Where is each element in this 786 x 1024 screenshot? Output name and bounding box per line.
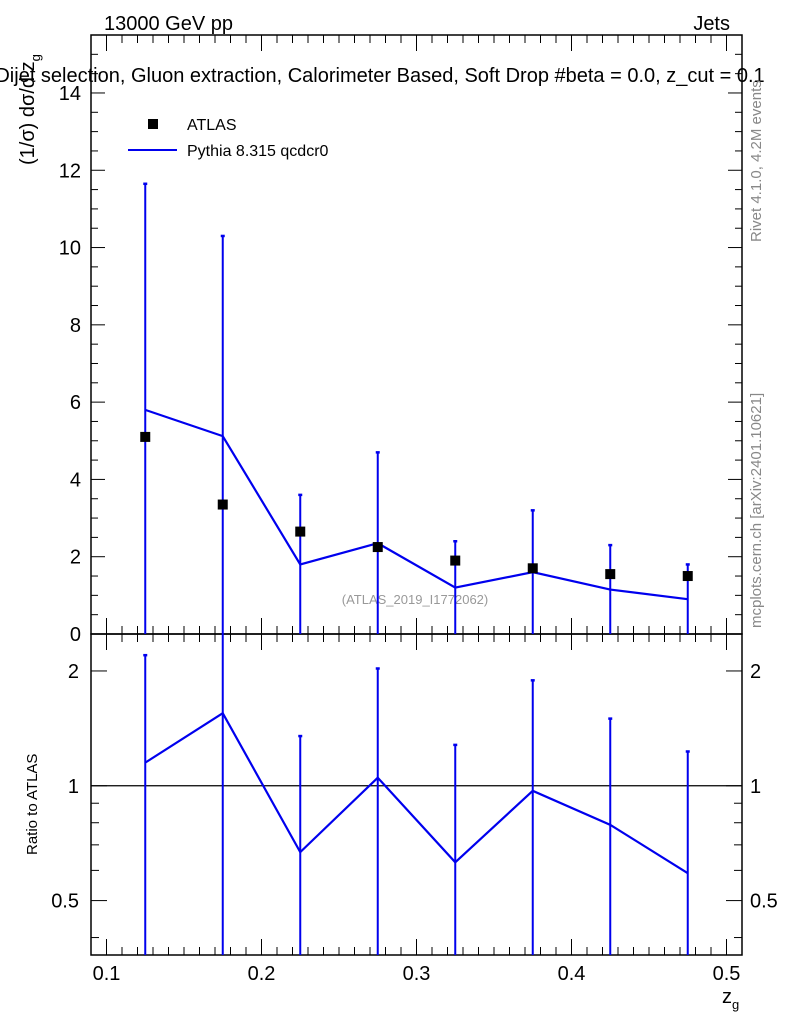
legend-label-mc: Pythia 8.315 qcdcr0 — [187, 143, 329, 160]
y-tick-label-ratio: 2 — [68, 661, 79, 683]
header-energy: 13000 GeV pp — [104, 13, 233, 35]
header-jets: Jets — [693, 13, 730, 35]
x-tick-label: 0.5 — [713, 963, 741, 985]
x-tick-label: 0.4 — [558, 963, 586, 985]
x-axis-title: zg — [722, 986, 739, 1012]
main-axes: 0 2 4 6 8 10 12 14 — [59, 35, 743, 646]
atlas-data-marker — [295, 526, 306, 537]
y-tick-label-main: 12 — [59, 160, 81, 182]
atlas-data-marker — [605, 569, 616, 580]
y-tick-label-main: 4 — [70, 469, 81, 491]
legend-label-atlas: ATLAS — [187, 117, 237, 134]
y-tick-label-main: 10 — [59, 238, 81, 260]
analysis-watermark: (ATLAS_2019_I1772062) — [342, 592, 488, 607]
y-tick-label-ratio: 1 — [68, 776, 79, 798]
mc-line — [144, 408, 688, 601]
atlas-data-marker — [527, 563, 538, 574]
ratio-panel-frame — [90, 633, 743, 956]
ratio-line — [144, 711, 689, 875]
y-axis-title: (1/σ) dσ/d zg — [17, 54, 43, 165]
atlas-data-marker — [140, 431, 151, 442]
y-tick-label-ratio: 0.5 — [51, 891, 79, 913]
ratio-axes: 0.1 0.2 0.3 0.4 0.5 0.5 0.5 1 1 2 2 — [51, 634, 778, 985]
ratio-y-axis-title: Ratio to ATLAS — [24, 754, 41, 855]
y-tick-label-main: 14 — [59, 83, 81, 105]
x-tick-label: 0.2 — [248, 963, 276, 985]
mcplots-label: mcplots.cern.ch [arXiv:2401.10621] — [748, 393, 765, 628]
legend: ATLAS Pythia 8.315 qcdcr0 — [128, 117, 329, 160]
legend-marker-atlas — [148, 119, 158, 129]
atlas-data-marker — [682, 571, 693, 582]
ratio-plot-marks — [143, 634, 690, 955]
x-tick-label: 0.3 — [403, 963, 431, 985]
atlas-data-marker — [372, 542, 383, 553]
plot-title: Dijet selection, Gluon extraction, Calor… — [0, 65, 765, 87]
rivet-label: Rivet 4.1.0, 4.2M events — [748, 80, 765, 242]
y-tick-label-main: 8 — [70, 315, 81, 337]
y-tick-label-main: 0 — [70, 624, 81, 646]
y-tick-label-ratio-right: 0.5 — [750, 891, 778, 913]
atlas-data-marker — [217, 499, 228, 510]
y-tick-label-ratio-right: 2 — [750, 661, 761, 683]
atlas-data-marker — [450, 555, 461, 566]
y-tick-label-ratio-right: 1 — [750, 776, 761, 798]
main-plot-marks — [140, 182, 693, 634]
x-tick-label: 0.1 — [93, 963, 121, 985]
y-tick-label-main: 6 — [70, 392, 81, 414]
y-tick-label-main: 2 — [70, 547, 81, 569]
